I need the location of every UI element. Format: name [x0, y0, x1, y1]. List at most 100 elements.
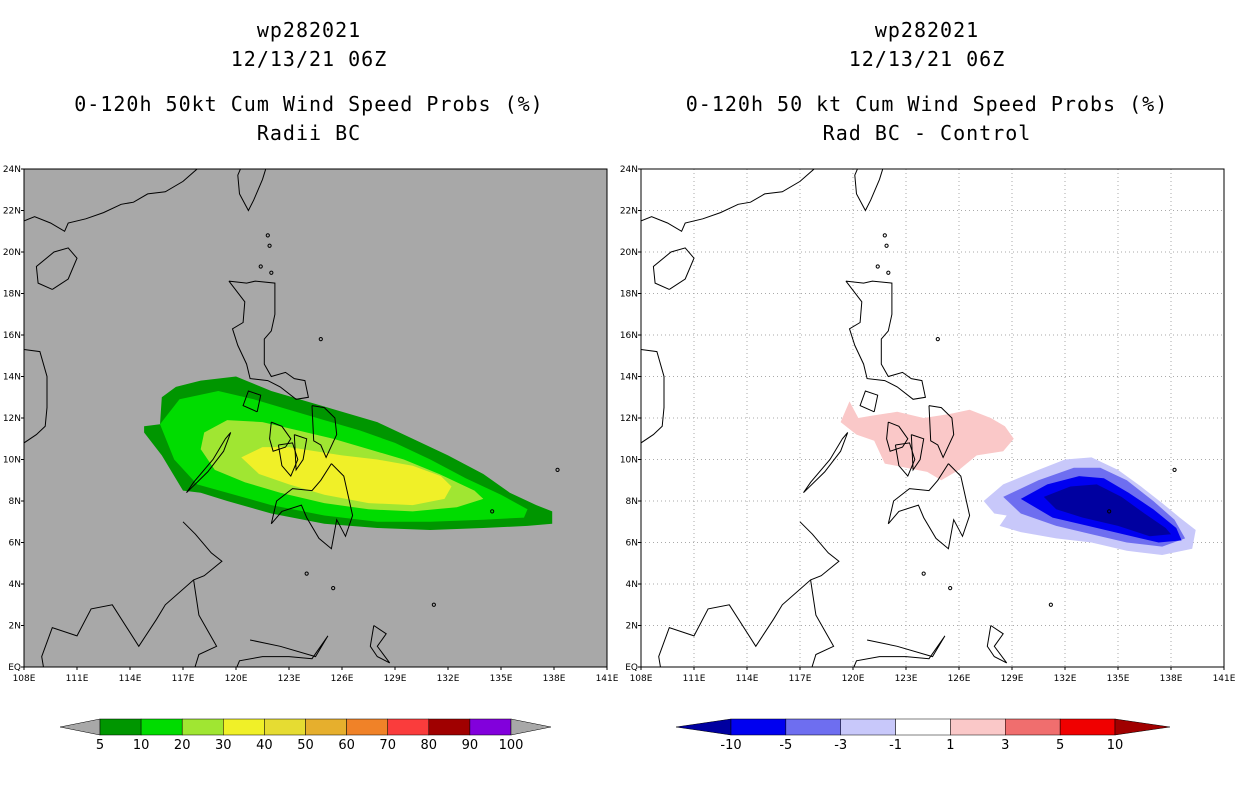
colorbar-over-arrow: [1114, 718, 1171, 736]
island-marker: [431, 602, 436, 607]
lon-tick-label: 135E: [1107, 674, 1130, 684]
lon-tick-label: 129E: [1001, 674, 1024, 684]
lon-tick-label: 141E: [1213, 674, 1236, 684]
lon-tick-label: 120E: [842, 674, 865, 684]
coastline-segment: [270, 463, 354, 550]
lat-tick-label: 8N: [9, 497, 21, 507]
lon-tick-label: 129E: [384, 674, 407, 684]
island-marker: [304, 571, 309, 576]
lon-tick-label: 126E: [331, 674, 354, 684]
lon-tick-label: 123E: [895, 674, 918, 684]
colorbar-label: 10: [133, 738, 150, 753]
lat-tick-label: 18N: [620, 290, 638, 300]
coastline-segment: [641, 349, 665, 444]
island-marker: [258, 264, 263, 269]
colorbar-swatch: [181, 718, 224, 736]
coastline-segment: [242, 390, 262, 413]
lon-tick-label: 117E: [172, 674, 195, 684]
island-marker: [921, 571, 926, 576]
storm-id: wp282021: [256, 18, 362, 42]
lat-tick-label: 24N: [620, 165, 638, 175]
island-marker: [555, 467, 560, 472]
island-marker: [886, 270, 891, 275]
coastline-segment: [641, 169, 815, 233]
coastline-segment: [228, 280, 309, 400]
right-map-panel: 108E 111E 114E 117E 120E 123E 126E 129E 132E 135E…: [620, 165, 1236, 684]
coastline-segment: [859, 390, 879, 413]
colorbar-swatch: [469, 718, 512, 736]
colorbar-label: 60: [338, 738, 355, 753]
island-marker: [935, 337, 940, 342]
product-title: 0-120h 50kt Cum Wind Speed Probs (%): [74, 92, 544, 116]
coastline-segment: [269, 421, 292, 452]
axis-ticks: 108E 111E 114E 117E 120E 123E 126E 129E 132E 135E…: [3, 165, 619, 684]
lon-tick-label: 120E: [225, 674, 248, 684]
lon-tick-label: 138E: [1160, 674, 1183, 684]
lat-tick-label: 16N: [3, 331, 21, 341]
lat-tick-label: 10N: [3, 456, 21, 466]
island-marker: [269, 270, 274, 275]
product-subtitle: Rad BC - Control: [822, 121, 1032, 145]
colorbar-label: 50: [297, 738, 314, 753]
product-subtitle: Radii BC: [256, 121, 362, 145]
lat-tick-label: 8N: [626, 497, 638, 507]
colorbar-label: 20: [174, 738, 191, 753]
left-map-panel: 108E 111E 114E 117E 120E 123E 126E 129E 132E 135E…: [3, 165, 619, 684]
coastline: [24, 169, 560, 667]
left-panel-title: wp282021 12/13/21 06Z 0-120h 50kt Cum Wi…: [0, 16, 618, 148]
island-marker: [490, 509, 495, 514]
island-marker: [948, 586, 953, 591]
colorbar-label: 80: [421, 738, 438, 753]
colorbar-swatch: [950, 718, 1006, 736]
coastline-segment: [236, 635, 329, 667]
lat-tick-label: 24N: [3, 165, 21, 175]
colorbar-label: 70: [379, 738, 396, 753]
colorbar-under-arrow: [59, 718, 101, 736]
contour-level-30: [241, 447, 452, 506]
lon-tick-label: 111E: [66, 674, 89, 684]
colorbar-swatch: [895, 718, 951, 736]
coastline-segment: [41, 521, 223, 667]
lat-tick-label: 20N: [620, 248, 638, 258]
colorbar-over-arrow: [510, 718, 552, 736]
coastline-segment: [853, 635, 946, 667]
colorbar-label: 40: [256, 738, 273, 753]
coastline-segment: [35, 247, 78, 290]
storm-id: wp282021: [874, 18, 980, 42]
left-colorbar: 5 10 20 30 40 50 60 70 80 90 100: [59, 718, 552, 753]
lon-tick-label: 135E: [490, 674, 513, 684]
lon-tick-label: 111E: [683, 674, 706, 684]
coastline-segment: [803, 432, 849, 494]
island-marker: [1107, 509, 1112, 514]
colorbar-swatch: [264, 718, 306, 736]
lon-tick-label: 114E: [119, 674, 142, 684]
colorbar-swatch: [346, 718, 388, 736]
lon-tick-label: 141E: [596, 674, 619, 684]
lat-tick-label: 10N: [620, 456, 638, 466]
coastline-segment: [293, 434, 308, 472]
colorbar-swatch: [730, 718, 787, 736]
lon-tick-label: 132E: [437, 674, 460, 684]
island-marker: [265, 233, 270, 238]
coastline-segment: [658, 521, 840, 667]
colorbar-swatch: [387, 718, 430, 736]
probability-contours: [144, 376, 553, 530]
lon-tick-label: 108E: [13, 674, 36, 684]
island-marker: [1172, 467, 1177, 472]
colorbar-label: -1: [889, 738, 902, 753]
lon-tick-label: 126E: [948, 674, 971, 684]
colorbar-swatch: [99, 718, 142, 736]
lat-tick-label: 4N: [9, 580, 21, 590]
island-marker: [882, 233, 887, 238]
colorbar-swatch: [1059, 718, 1116, 736]
lat-tick-label: 2N: [626, 622, 638, 632]
island-marker: [331, 586, 336, 591]
coastline-segment: [845, 280, 926, 400]
coastline-segment: [186, 432, 232, 494]
colorbar-swatch: [840, 718, 896, 736]
island-marker: [875, 264, 880, 269]
coastline: [641, 169, 1177, 667]
lat-tick-label: 18N: [3, 290, 21, 300]
coastline-segment: [311, 405, 338, 459]
